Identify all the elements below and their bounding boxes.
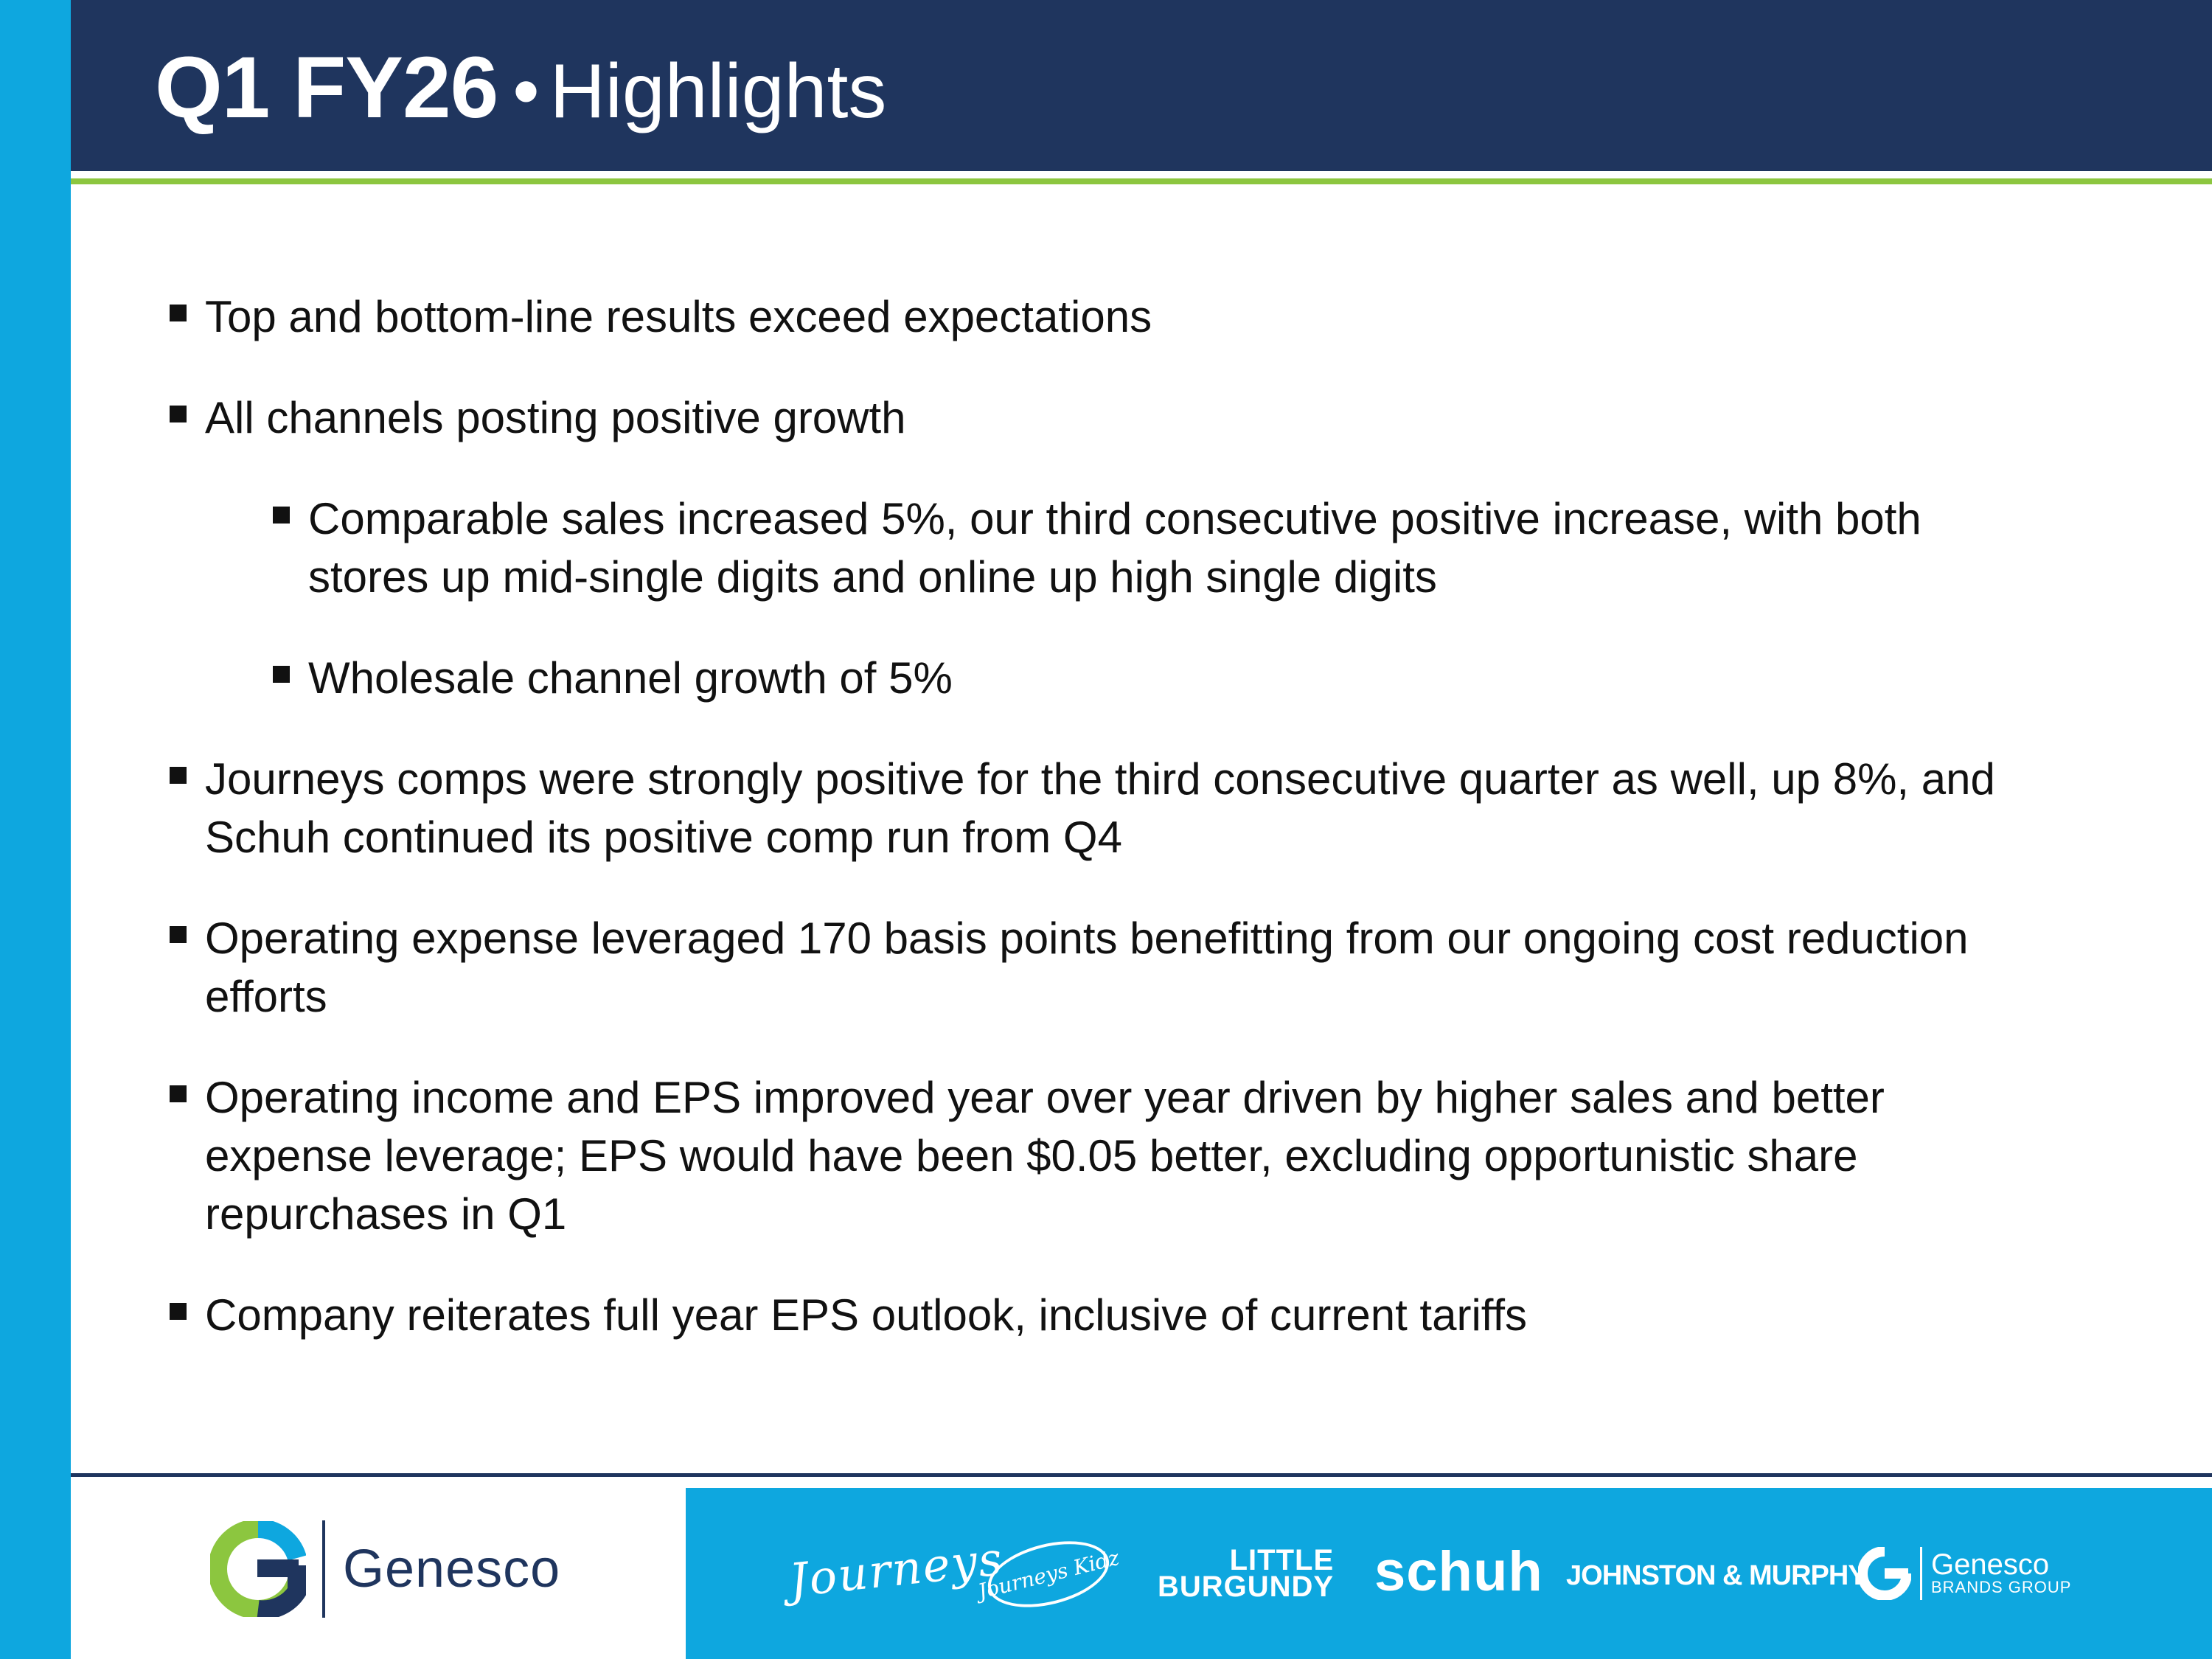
bullet-square-icon [170, 1085, 187, 1102]
left-accent-bar [0, 0, 71, 1659]
bullet-square-icon [170, 1303, 187, 1320]
bullet-square-icon [170, 926, 187, 943]
genesco-brands-group-logo: Genesco BRANDS GROUP [1858, 1547, 2071, 1600]
bullet-square-icon [273, 666, 290, 683]
bullet-text: Wholesale channel growth of 5% [308, 653, 953, 703]
slide-header [71, 0, 2212, 171]
bullet-text: Operating expense leveraged 170 basis po… [205, 914, 1969, 1021]
bullet-text: Top and bottom-line results exceed expec… [205, 292, 1152, 341]
sub-bullet-item: Comparable sales increased 5%, our third… [270, 490, 2010, 606]
bullet-text: Journeys comps were strongly positive fo… [205, 754, 1995, 862]
bullet-item: Operating expense leveraged 170 basis po… [167, 909, 2010, 1026]
sub-bullet-item: Wholesale channel growth of 5% [270, 649, 2010, 707]
bullet-square-icon [170, 767, 187, 784]
schuh-logo: schuh [1374, 1540, 1543, 1603]
bullet-item: Journeys comps were strongly positive fo… [167, 750, 2010, 866]
genesco-g-logo-icon [210, 1521, 306, 1617]
little-burgundy-line1: LITTLE [1229, 1544, 1335, 1576]
bullet-square-icon [170, 305, 187, 321]
little-burgundy-logo: LITTLE BURGUNDY [1158, 1544, 1335, 1603]
title-separator: • [512, 49, 540, 134]
gbg-line2: BRANDS GROUP [1931, 1578, 2072, 1596]
bullet-text: Company reiterates full year EPS outlook… [205, 1290, 1528, 1340]
gbg-g-logo-icon [1858, 1547, 1911, 1600]
bullet-item: Company reiterates full year EPS outlook… [167, 1286, 2010, 1344]
bullet-text: Operating income and EPS improved year o… [205, 1073, 1885, 1239]
bullet-item: Operating income and EPS improved year o… [167, 1068, 2010, 1243]
gbg-line1: Genesco [1931, 1548, 2050, 1581]
gbg-wordmark: Genesco BRANDS GROUP [1931, 1548, 2072, 1596]
bullet-square-icon [170, 406, 187, 422]
highlights-list: Top and bottom-line results exceed expec… [167, 288, 2010, 1387]
footer-rule [71, 1473, 2212, 1477]
bullet-item: All channels posting positive growth [167, 389, 2010, 447]
genesco-wordmark: Genesco [343, 1540, 561, 1599]
bullet-text: All channels posting positive growth [205, 393, 906, 442]
title-highlights: Highlights [549, 49, 887, 134]
brand-band [686, 1488, 2212, 1659]
title-quarter: Q1 FY26 [155, 39, 498, 136]
little-burgundy-line2: BURGUNDY [1158, 1571, 1335, 1603]
genesco-logo: Genesco [210, 1517, 560, 1621]
slide-title: Q1 FY26 • Highlights [155, 44, 886, 131]
bullet-item: Top and bottom-line results exceed expec… [167, 288, 2010, 346]
logo-divider [322, 1520, 325, 1618]
gbg-divider [1920, 1547, 1922, 1600]
bullet-square-icon [273, 507, 290, 524]
johnston-murphy-logo: JOHNSTON & MURPHY. [1566, 1560, 1871, 1591]
header-green-rule [71, 178, 2212, 184]
bullet-text: Comparable sales increased 5%, our third… [308, 494, 1921, 602]
